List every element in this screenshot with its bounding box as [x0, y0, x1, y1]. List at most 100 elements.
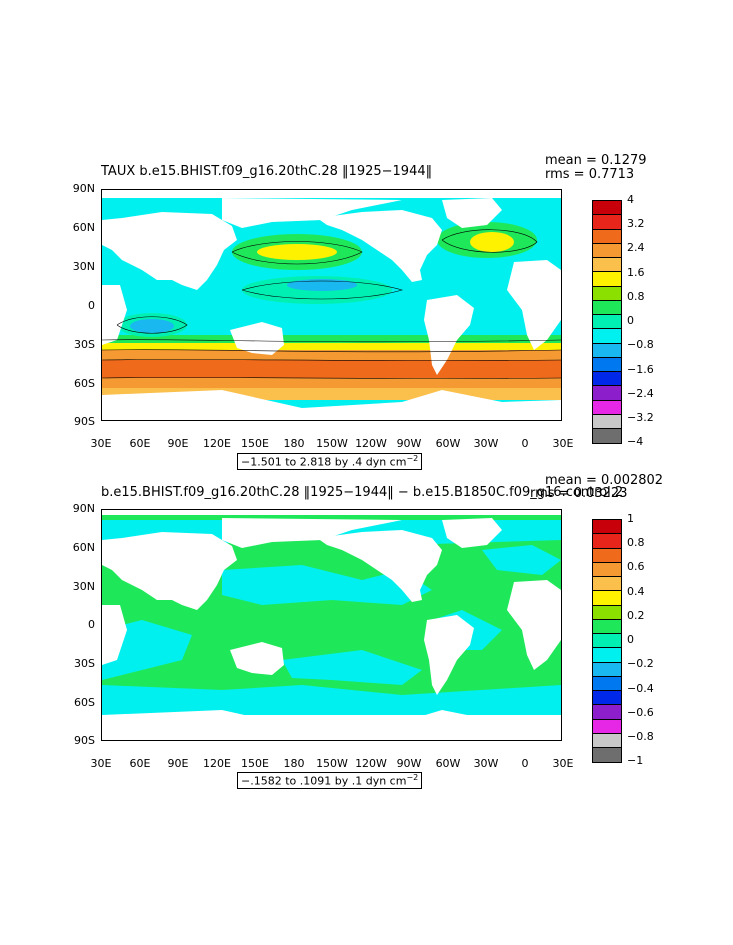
lat-label: 60S	[74, 696, 95, 709]
colorbar-swatch	[593, 429, 621, 444]
colorbar-swatch	[593, 577, 621, 592]
lat-label: 60N	[72, 541, 95, 554]
colorbar-swatch	[593, 733, 621, 748]
lat-label: 90S	[74, 734, 95, 747]
colorbar-label: 0.8	[627, 536, 645, 550]
colorbar-label: 3.2	[627, 217, 645, 231]
colorbar-label: 1	[627, 512, 634, 525]
colorbar-swatch	[593, 548, 621, 563]
lon-label: 150W	[316, 437, 348, 450]
lon-label: 150W	[316, 757, 348, 770]
colorbar-swatch	[593, 272, 621, 287]
colorbar-label: −0.6	[627, 705, 654, 719]
colorbar-swatch	[593, 705, 621, 720]
lat-label: 90S	[74, 415, 95, 428]
colorbar	[592, 200, 622, 445]
colorbar-swatch	[593, 329, 621, 344]
colorbar-swatch	[593, 719, 621, 734]
colorbar-label: 0.4	[627, 584, 645, 598]
colorbar-swatch	[593, 286, 621, 301]
colorbar-swatch	[593, 605, 621, 620]
colorbar-swatch	[593, 634, 621, 649]
panel-title: TAUX b.e15.BHIST.f09_g16.20thC.28 ‖1925−…	[101, 164, 433, 179]
lon-label: 90W	[396, 757, 422, 770]
colorbar-swatch	[593, 357, 621, 372]
colorbar-label: −0.8	[627, 730, 654, 744]
lon-label: 60E	[129, 437, 151, 450]
lon-label: 90W	[396, 437, 422, 450]
lon-label: 30E	[90, 757, 112, 770]
colorbar-label: −1.6	[627, 362, 654, 376]
lat-label: 60N	[72, 221, 95, 234]
mean-label: mean = 0.002802	[545, 473, 664, 488]
colorbar-swatch	[593, 562, 621, 577]
lat-label: 30N	[72, 260, 95, 273]
colorbar-label: −4	[627, 435, 644, 449]
lat-label: 90N	[72, 502, 95, 515]
colorbar-swatch	[593, 386, 621, 401]
rms-label: rms = 0.03223	[530, 486, 628, 501]
colorbar-label: 0.8	[627, 289, 645, 303]
colorbar-label: 0	[627, 314, 634, 328]
map-plot	[101, 189, 562, 421]
colorbar-swatch	[593, 619, 621, 634]
colorbar-swatch	[593, 243, 621, 258]
lat-label: 60S	[74, 377, 95, 390]
colorbar-swatch	[593, 748, 621, 763]
colorbar-label: 1.6	[627, 265, 645, 279]
colorbar-label: −0.8	[627, 338, 654, 352]
rms-label: rms = 0.7713	[545, 167, 635, 182]
map-svg	[102, 190, 561, 420]
contour-caption: −.1582 to .1091 by .1 dyn cm−2	[237, 772, 423, 789]
colorbar-label: 0	[627, 633, 634, 647]
colorbar-swatch	[593, 534, 621, 549]
colorbar-swatch	[593, 591, 621, 606]
lon-label: 180	[283, 437, 305, 450]
map-plot	[101, 509, 562, 741]
colorbar-swatch	[593, 315, 621, 330]
lon-label: 0	[521, 757, 529, 770]
lon-label: 30E	[90, 437, 112, 450]
colorbar-swatch	[593, 343, 621, 358]
lon-label: 30W	[473, 437, 499, 450]
colorbar-swatch	[593, 229, 621, 244]
lon-label: 120E	[203, 757, 231, 770]
colorbar-swatch	[593, 215, 621, 230]
lat-label: 30S	[74, 338, 95, 351]
colorbar-label: −3.2	[627, 411, 654, 425]
colorbar-label: −2.4	[627, 386, 654, 400]
lon-label: 90E	[167, 437, 189, 450]
colorbar-label: 0.2	[627, 608, 645, 622]
lon-label: 30W	[473, 757, 499, 770]
colorbar-swatch	[593, 662, 621, 677]
lon-label: 60W	[435, 757, 461, 770]
colorbar-swatch	[593, 520, 621, 535]
lon-label: 150E	[241, 757, 269, 770]
lat-label: 0	[88, 299, 95, 312]
lat-label: 90N	[72, 182, 95, 195]
colorbar-label: 0.6	[627, 560, 645, 574]
lon-label: 60W	[435, 437, 461, 450]
lon-label: 150E	[241, 437, 269, 450]
colorbar-swatch	[593, 691, 621, 706]
colorbar-swatch	[593, 414, 621, 429]
colorbar-label: −1	[627, 754, 644, 768]
colorbar-label: 2.4	[627, 241, 645, 255]
lon-label: 30E	[552, 757, 574, 770]
lon-label: 0	[521, 437, 529, 450]
colorbar-swatch	[593, 300, 621, 315]
lon-label: 30E	[552, 437, 574, 450]
colorbar-label: 4	[627, 193, 634, 206]
colorbar-label: −0.4	[627, 681, 654, 695]
mean-label: mean = 0.1279	[545, 153, 647, 168]
lon-label: 120W	[355, 437, 387, 450]
lat-label: 30N	[72, 580, 95, 593]
colorbar-swatch	[593, 648, 621, 663]
lon-label: 90E	[167, 757, 189, 770]
lat-label: 0	[88, 618, 95, 631]
colorbar	[592, 519, 622, 764]
colorbar-label: −0.2	[627, 657, 654, 671]
colorbar-swatch	[593, 258, 621, 273]
lon-label: 120W	[355, 757, 387, 770]
